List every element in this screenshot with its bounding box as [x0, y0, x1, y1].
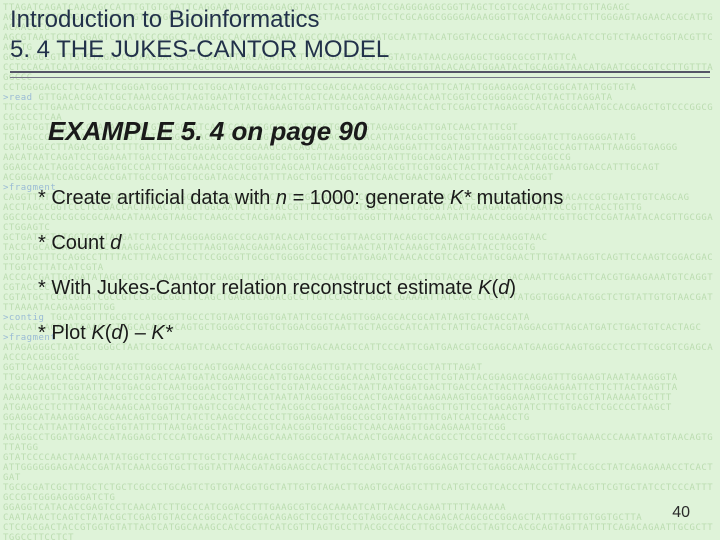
var-kstar: K*: [450, 187, 471, 209]
var-k: K: [478, 277, 491, 299]
text: = 1000: generate: [287, 187, 450, 209]
bullet-2: * Count d: [38, 230, 720, 257]
header-line1: Introduction to Bioinformatics: [10, 5, 710, 35]
text: * Create artificial data with: [38, 187, 276, 209]
slide-header: Introduction to Bioinformatics 5. 4 THE …: [0, 0, 720, 69]
bullet-3: * With Jukes-Cantor relation reconstruct…: [38, 275, 720, 302]
var-k: K: [91, 322, 104, 344]
var-n: n: [276, 187, 287, 209]
bullet-list: * Create artificial data with n = 1000: …: [38, 185, 720, 347]
bullet-4: * Plot K(d) – K*: [38, 320, 720, 347]
text: mutations: [471, 187, 563, 209]
header-line2: 5. 4 THE JUKES-CANTOR MODEL: [10, 35, 710, 65]
bullet-1: * Create artificial data with n = 1000: …: [38, 185, 720, 212]
header-rule: [10, 71, 710, 78]
text: * With Jukes-Cantor relation reconstruct…: [38, 277, 478, 299]
text: –: [129, 322, 151, 344]
text: ): [509, 277, 516, 299]
var-d: d: [111, 322, 122, 344]
text: * Count: [38, 232, 110, 254]
var-d: d: [110, 232, 121, 254]
var-kstar: K*: [151, 322, 172, 344]
slide-content: Introduction to Bioinformatics 5. 4 THE …: [0, 0, 720, 347]
page-number: 40: [672, 504, 690, 522]
var-d: d: [498, 277, 509, 299]
example-heading: EXAMPLE 5. 4 on page 90: [48, 116, 720, 147]
text: * Plot: [38, 322, 91, 344]
